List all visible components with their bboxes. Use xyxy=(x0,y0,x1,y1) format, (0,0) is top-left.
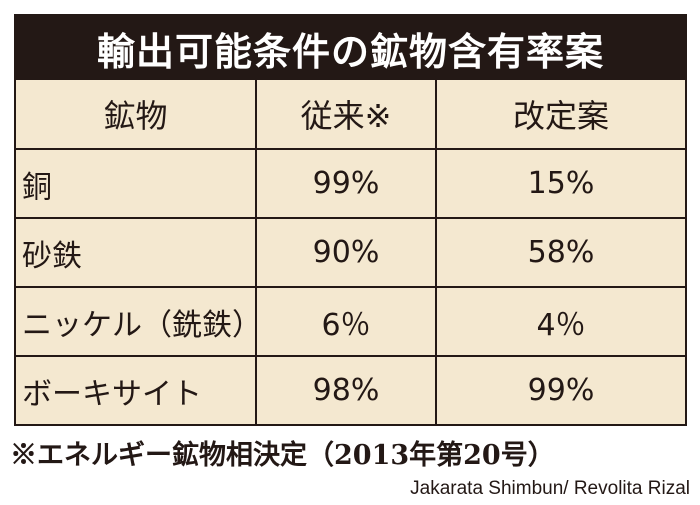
mineral-name: ボーキサイト xyxy=(16,355,257,424)
previous-value: 99% xyxy=(255,148,437,219)
header-mineral: 鉱物 xyxy=(16,80,257,150)
table-row: ニッケル（銑鉄） 6％ 4％ xyxy=(16,286,685,357)
proposal-value: 99% xyxy=(435,355,685,424)
header-row: 鉱物 従来※ 改定案 xyxy=(16,80,685,150)
table-title: 輸出可能条件の鉱物含有率案 xyxy=(16,16,685,80)
mineral-name: 砂鉄 xyxy=(16,217,257,288)
header-proposal: 改定案 xyxy=(435,80,685,150)
previous-value: 90% xyxy=(255,217,437,288)
table-row: 砂鉄 90% 58% xyxy=(16,217,685,288)
proposal-value: 15% xyxy=(435,148,685,219)
table-row: ボーキサイト 98% 99% xyxy=(16,355,685,424)
proposal-value: 58% xyxy=(435,217,685,288)
mineral-content-table-card: 輸出可能条件の鉱物含有率案 鉱物 従来※ 改定案 銅 99% 15% 砂鉄 90… xyxy=(14,14,687,426)
mineral-content-table: 鉱物 従来※ 改定案 銅 99% 15% 砂鉄 90% 58% ニッケル（銑鉄）… xyxy=(16,80,685,424)
mineral-name: ニッケル（銑鉄） xyxy=(16,286,262,357)
header-previous: 従来※ xyxy=(255,80,437,150)
mineral-name: 銅 xyxy=(16,148,257,219)
image-credit: Jakarata Shimbun/ Revolita Rizal xyxy=(410,478,690,499)
table-row: 銅 99% 15% xyxy=(16,148,685,219)
previous-value: 98% xyxy=(255,355,437,424)
proposal-value: 4％ xyxy=(435,286,685,357)
footnote: ※エネルギー鉱物相決定（2013年第20号） xyxy=(10,440,555,471)
previous-value: 6％ xyxy=(255,286,437,357)
